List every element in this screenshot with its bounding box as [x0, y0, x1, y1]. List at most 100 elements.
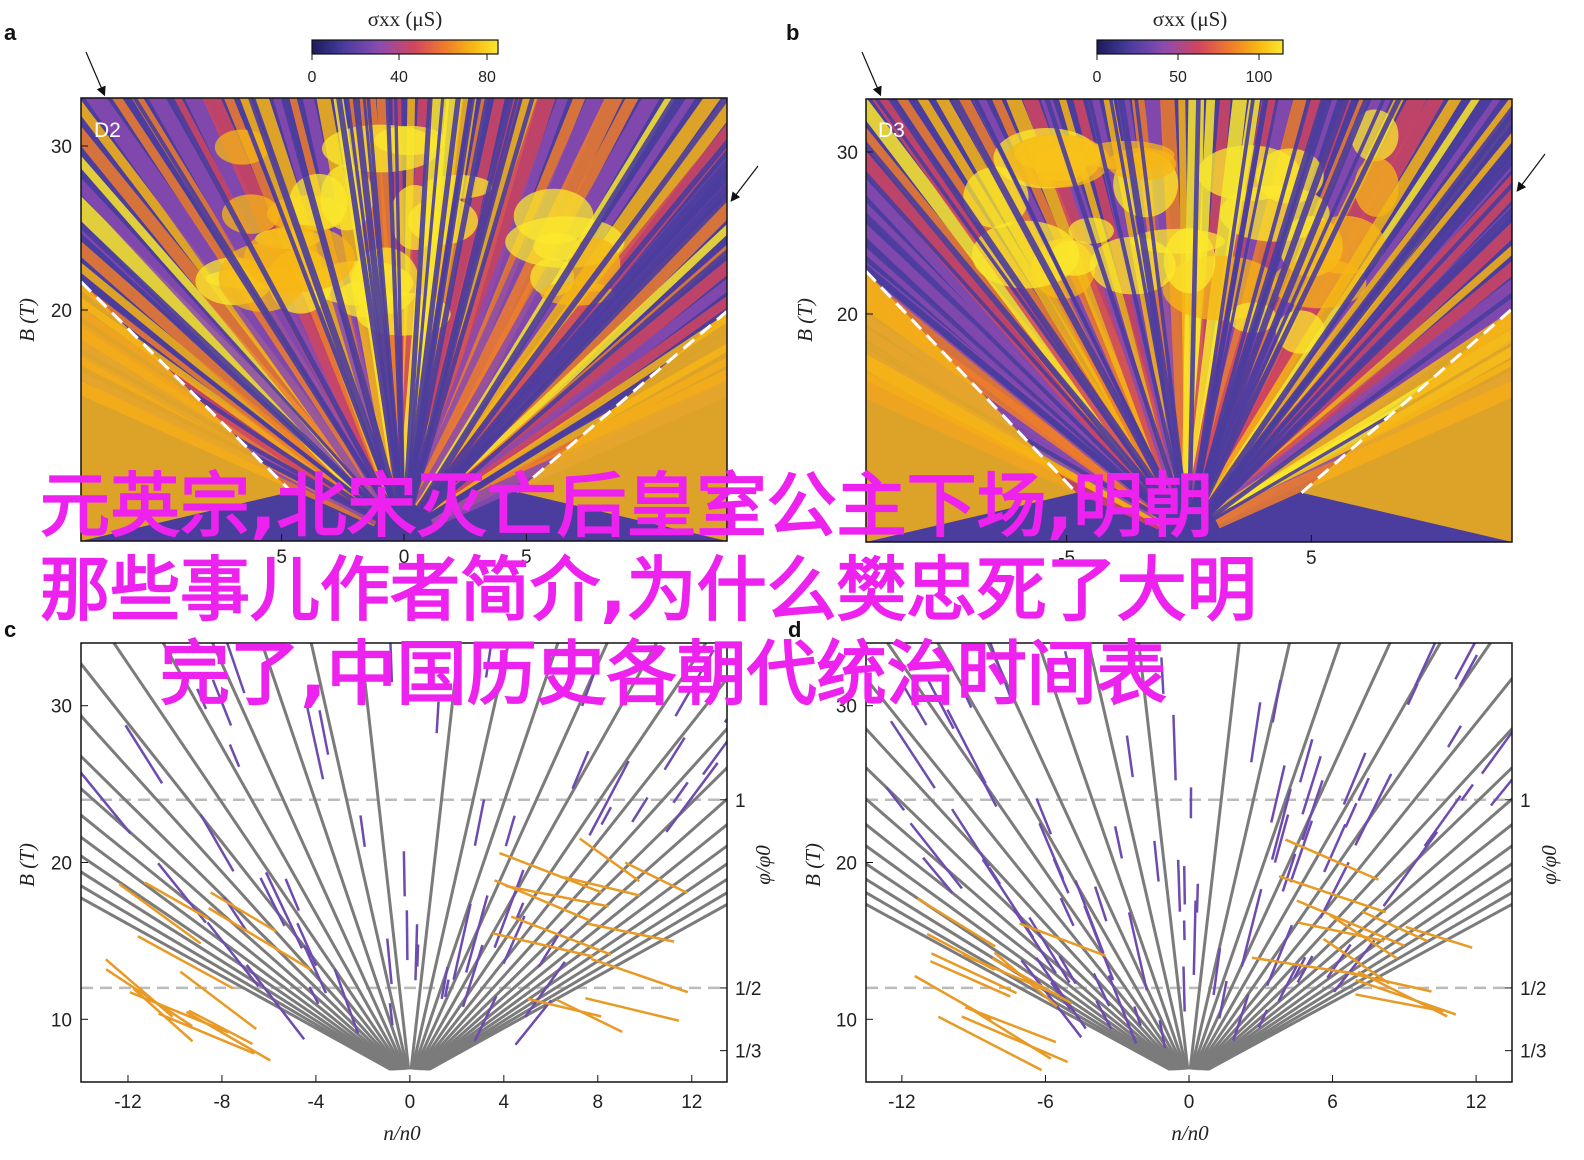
plot-d-purple-segment [1354, 773, 1393, 846]
plot-d-fan-line [1201, 822, 1512, 1071]
plot-c-purple-segment [502, 915, 526, 965]
plot-c-layer [81, 643, 727, 1071]
plot-c-orange-segment [129, 991, 229, 1034]
plot-d-orange-segment [961, 1015, 1069, 1064]
heat-a-dark-line [280, 98, 408, 534]
plot-c-fan-line [112, 643, 404, 1071]
plot-d-purple-segment [1521, 697, 1581, 770]
plot-c-orange-segment [527, 997, 602, 1018]
plot-d-purple-segment [1195, 883, 1200, 913]
colorbar-a-ticks: 0 40 80 [308, 54, 496, 86]
plot-c-xtick-label: -12 [114, 1092, 141, 1113]
plot-d-purple-segment [1160, 657, 1165, 694]
plot-d-purple-segment [1035, 957, 1087, 1030]
colorbar-a-tick-0: 0 [308, 69, 317, 86]
plot-d-purple-segment [1212, 947, 1222, 996]
heat-b-xtick-label: -5 [1058, 548, 1075, 569]
plot-c-purple-segment [196, 688, 208, 710]
plot-c-purple-segment [401, 643, 405, 692]
plot-d-purple-segment [978, 774, 998, 808]
plot-c-fan-line [81, 835, 397, 1071]
overlay-text: 元英宗,北宋灭亡后皇室公主下场,明朝 那些事儿作者简介,为什么樊忠死了大明 完了… [40, 465, 1257, 715]
panel-a-ytick-30: 30 [51, 137, 72, 158]
plot-d-orange-segment [916, 897, 996, 948]
plot-c-orange-segment [505, 884, 609, 908]
panel-d-plot: -12 -6 0 6 12 10 20 30 1 1/2 1/3 [836, 643, 1581, 1113]
plot-d-orange-segment [1361, 910, 1428, 943]
plot-c-orange-segment [585, 996, 680, 1022]
heat-a-dark-line [401, 98, 535, 534]
plot-c-purple-segment [386, 938, 393, 985]
panel-a-arrow-top-left [85, 51, 106, 97]
heat-a-streak [81, 126, 390, 514]
plot-c-orange-segment [118, 883, 202, 945]
plot-d-purple-segment [1127, 912, 1148, 991]
plot-d-purple-segment [1176, 859, 1182, 912]
heat-b-dark-line [1186, 99, 1201, 534]
plot-d-fan-line [1188, 643, 1241, 1070]
overlay-line-1: 元英宗,北宋灭亡后皇室公主下场,明朝 [40, 465, 1213, 547]
plot-c-purple-segment [318, 709, 330, 755]
panel-letter-a: a [4, 20, 17, 45]
plot-c-fan-line [81, 896, 392, 1071]
heat-b-streak [1058, 99, 1184, 506]
plot-d-purple-segment [1480, 730, 1512, 775]
plot-c-purple-segment [402, 851, 406, 897]
plot-d-y2tick-label: 1/3 [1520, 1042, 1546, 1063]
plot-c-purple-segment [600, 806, 613, 826]
colorbar-b-tick-1: 50 [1169, 69, 1187, 86]
plot-d-purple-segment [1020, 959, 1083, 1039]
plot-d-fan-line [1192, 643, 1392, 1071]
plot-c-orange-segment [208, 907, 312, 971]
plot-d-fan-line [1193, 643, 1442, 1071]
heat-a-dark-line [401, 158, 727, 535]
heat-a-dark-line [401, 192, 727, 535]
plot-d-fan-line [1196, 676, 1512, 1071]
plot-d-purple-segment [1270, 765, 1286, 823]
plot-d-purple-segment [1460, 783, 1474, 802]
plot-d-purple-segment [1326, 943, 1352, 979]
plot-d-purple-segment [1059, 897, 1075, 927]
heat-a-dark-line [336, 98, 407, 534]
panel-b-ytick-30: 30 [837, 143, 858, 164]
plot-c-purple-segment [515, 902, 525, 921]
heat-b-dark-line [1187, 99, 1279, 535]
plot-c-purple-segment [674, 649, 715, 717]
plot-d-purple-segment [1301, 755, 1322, 815]
plot-d-fan-line [1137, 643, 1190, 1070]
heat-a-right-wedge [516, 311, 727, 541]
plot-d-xtick-label: -12 [888, 1092, 915, 1113]
heat-a-left-wedge [81, 281, 292, 541]
heat-b-dark-line [1044, 99, 1192, 535]
plot-c-purple-segment [305, 706, 325, 780]
plot-c-purple-segment [580, 667, 598, 707]
plot-c-fan-line [427, 891, 727, 1071]
plot-d-fan-line [1036, 643, 1187, 1070]
plot-d-purple-segment [1093, 886, 1108, 922]
heat-b-streak [1206, 221, 1512, 518]
plot-c-fan-line [423, 844, 727, 1071]
plot-d-xtick-label: 0 [1184, 1092, 1195, 1113]
plot-c-purple-segment [464, 895, 489, 973]
heat-b-dark-line [1186, 99, 1490, 536]
heat-a-dark-line [400, 98, 475, 534]
plot-d-orange-segment [930, 952, 1018, 995]
plot-d-purple-segment [900, 681, 928, 726]
panel-b-y-ticks: 30 20 [837, 143, 873, 326]
heat-a-dark-line [402, 98, 519, 534]
plot-d-purple-segment [1074, 880, 1105, 954]
plot-c-purple-segment [416, 944, 420, 967]
plot-d-fan-line [1205, 877, 1512, 1071]
heat-b-dashed-left [866, 270, 1078, 494]
heat-b-dark-line [1187, 292, 1512, 536]
heat-b-dark-line [1186, 99, 1333, 535]
panel-b-heatmap: -5 5 [866, 99, 1512, 569]
plot-d-ytick-label: 20 [836, 854, 857, 875]
plot-d-ytick-label: 10 [836, 1010, 857, 1031]
panel-c-plot: -12 -8 -4 0 4 8 12 10 20 30 1 1/2 1/3 [51, 643, 761, 1113]
heat-b-blob [963, 166, 1029, 229]
plot-c-y2tick-label: 1/3 [735, 1042, 761, 1063]
plot-d-purple-segment [1271, 679, 1282, 723]
plot-d-orange-segment [1284, 838, 1380, 881]
plot-d-purple-segment [1035, 797, 1053, 835]
